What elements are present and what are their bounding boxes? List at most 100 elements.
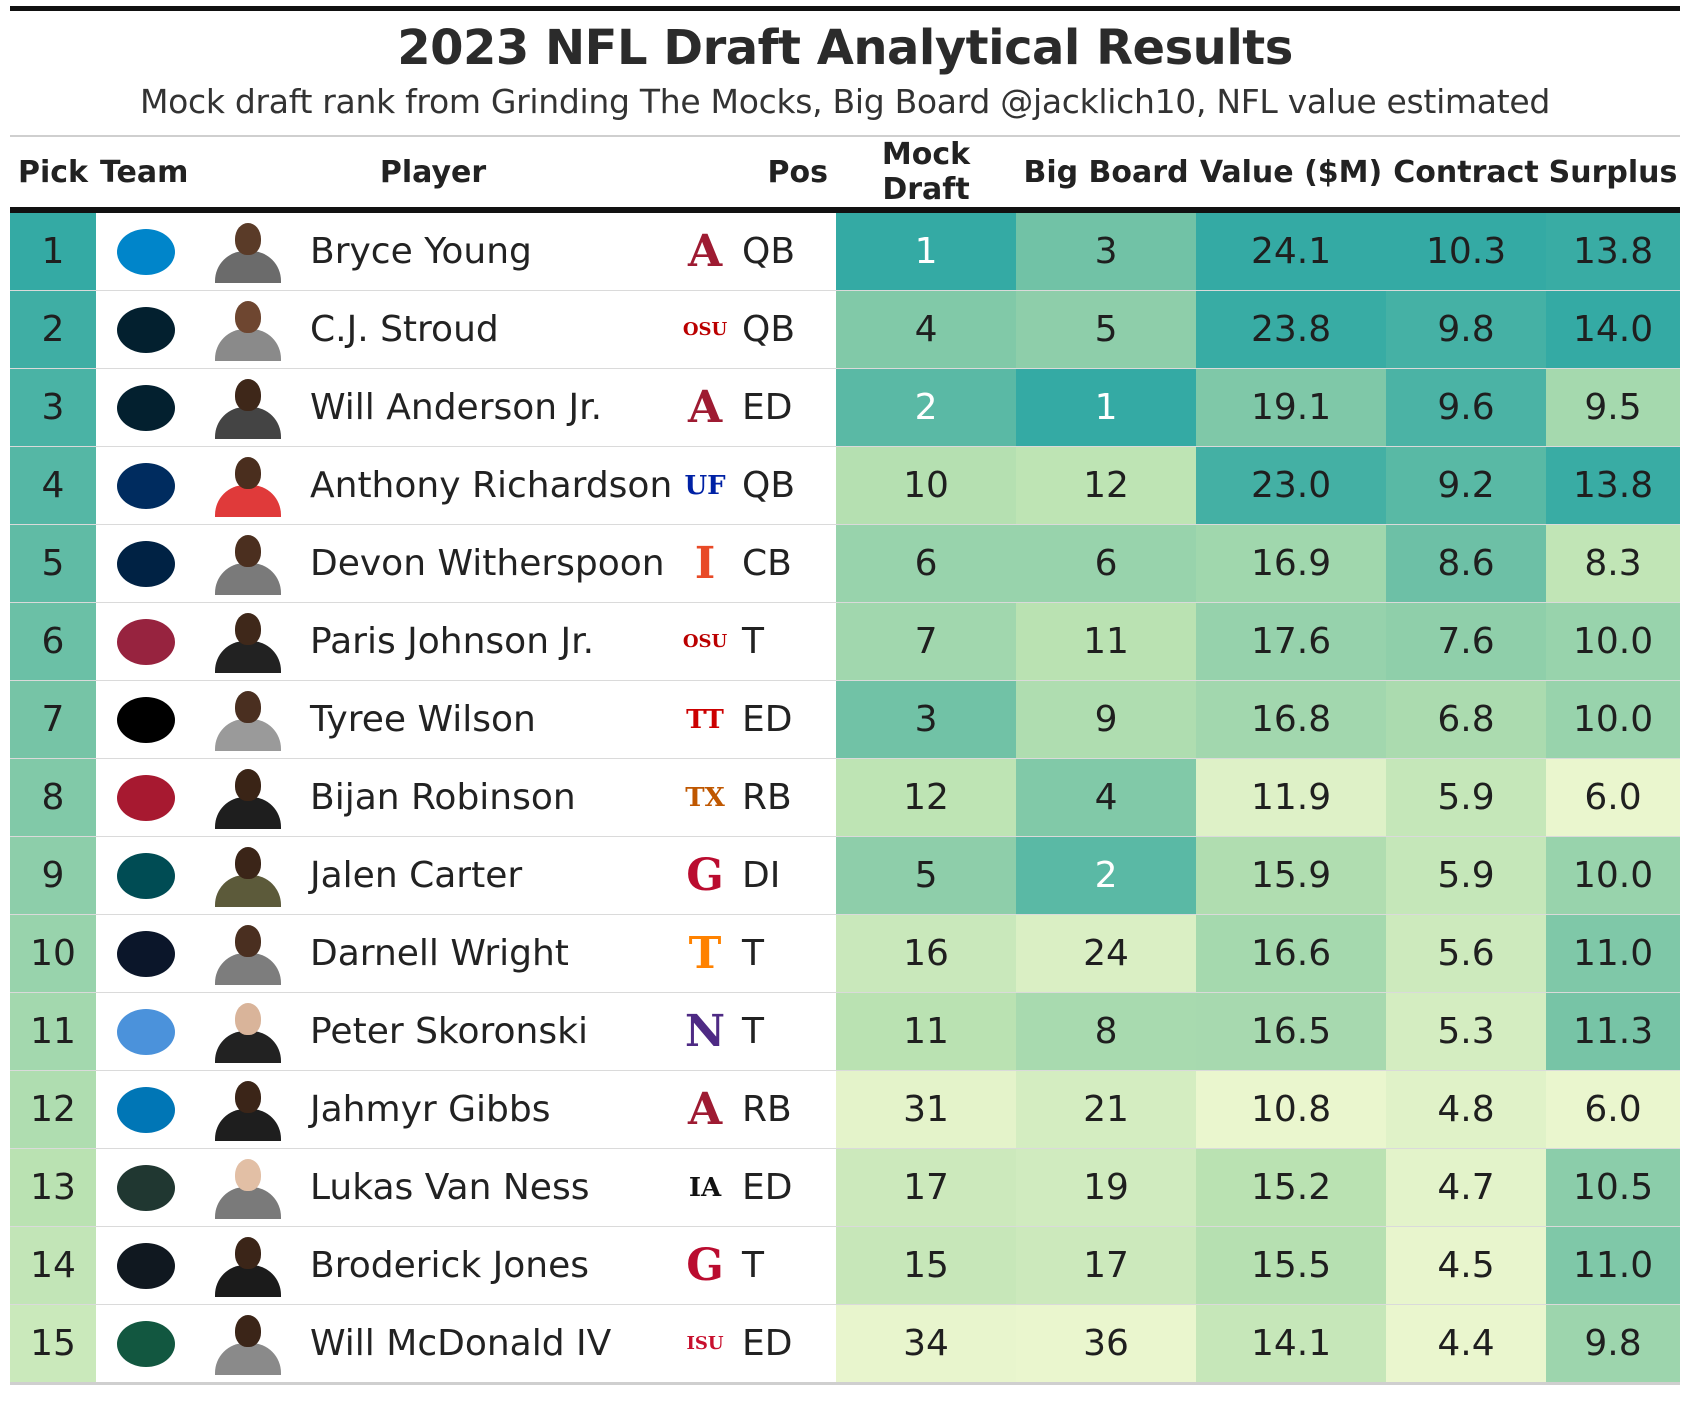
position-cell: QB xyxy=(740,290,837,369)
position-cell: QB xyxy=(740,209,837,291)
table-row: 11 Peter Skoronski N T 11 8 16.5 5.3 11.3 xyxy=(10,992,1681,1071)
team-cell xyxy=(96,602,196,681)
pick-number: 8 xyxy=(41,777,65,818)
team-cell xyxy=(96,836,196,915)
team-cell xyxy=(96,1304,196,1385)
pick-cell: 14 xyxy=(10,1226,96,1305)
photo-cell xyxy=(196,914,300,993)
mock-draft-cell: 5 xyxy=(836,836,1017,915)
position-cell: RB xyxy=(740,758,837,837)
contract-cell: 4.8 xyxy=(1386,1070,1547,1149)
header-team: Team xyxy=(100,154,189,190)
contract-cell: 4.5 xyxy=(1386,1226,1547,1305)
player-headshot xyxy=(213,221,283,283)
position-cell: ED xyxy=(740,1148,837,1227)
photo-cell xyxy=(196,368,300,447)
georgia-logo-icon: G xyxy=(686,849,724,901)
table-header-row: Pick Team Player Pos Mock Draft Big Boar… xyxy=(10,137,1681,210)
pick-number: 13 xyxy=(30,1167,76,1208)
player-headshot xyxy=(213,299,283,361)
surplus-cell: 10.0 xyxy=(1546,602,1681,681)
mock-draft-cell: 17 xyxy=(836,1148,1017,1227)
jets-logo-icon xyxy=(117,1320,175,1367)
position-cell: CB xyxy=(740,524,837,603)
pick-cell: 11 xyxy=(10,992,96,1071)
pick-number: 6 xyxy=(41,621,65,662)
table-row: 1 Bryce Young A QB 1 3 24.1 10.3 13.8 xyxy=(10,209,1681,291)
surplus-cell: 10.5 xyxy=(1546,1148,1681,1227)
position-cell: T xyxy=(740,602,837,681)
big-board-cell: 36 xyxy=(1016,1304,1197,1385)
player-headshot xyxy=(213,689,283,751)
big-board-cell: 17 xyxy=(1016,1226,1197,1305)
player-headshot xyxy=(213,845,283,907)
position-cell: ED xyxy=(740,680,837,759)
table-row: 8 Bijan Robinson TX RB 12 4 11.9 5.9 6.0 xyxy=(10,758,1681,837)
mock-draft-cell: 34 xyxy=(836,1304,1017,1385)
pick-number: 2 xyxy=(41,309,65,350)
contract-cell: 4.7 xyxy=(1386,1148,1547,1227)
pick-number: 15 xyxy=(30,1323,76,1364)
photo-cell xyxy=(196,1070,300,1149)
florida-logo-icon: UF xyxy=(684,470,726,501)
mock-draft-cell: 11 xyxy=(836,992,1017,1071)
big-board-cell: 5 xyxy=(1016,290,1197,369)
contract-cell: 5.9 xyxy=(1386,758,1547,837)
contract-cell: 6.8 xyxy=(1386,680,1547,759)
college-cell: A xyxy=(670,209,741,291)
pick-cell: 15 xyxy=(10,1304,96,1385)
college-cell: UF xyxy=(670,446,741,525)
draft-table: Pick Team Player Pos Mock Draft Big Boar… xyxy=(10,137,1681,1385)
big-board-cell: 6 xyxy=(1016,524,1197,603)
team-cell xyxy=(96,368,196,447)
big-board-cell: 3 xyxy=(1016,209,1197,291)
college-cell: ISU xyxy=(670,1304,741,1385)
page-subtitle: Mock draft rank from Grinding The Mocks,… xyxy=(139,82,1550,121)
header-mock-draft: Mock Draft xyxy=(881,137,971,207)
contract-cell: 5.9 xyxy=(1386,836,1547,915)
college-cell: I xyxy=(670,524,741,603)
header-pick: Pick xyxy=(17,154,88,190)
surplus-cell: 6.0 xyxy=(1546,758,1681,837)
player-headshot xyxy=(213,767,283,829)
value-cell: 24.1 xyxy=(1196,209,1387,291)
position-cell: T xyxy=(740,1226,837,1305)
eagles-logo-icon xyxy=(117,852,175,899)
texas-tech-logo-icon: TT xyxy=(686,704,724,735)
mock-draft-cell: 6 xyxy=(836,524,1017,603)
pick-cell: 5 xyxy=(10,524,96,603)
position-cell: RB xyxy=(740,1070,837,1149)
iowa-state-logo-icon: ISU xyxy=(686,1332,724,1354)
table-row: 10 Darnell Wright T T 16 24 16.6 5.6 11.0 xyxy=(10,914,1681,993)
player-name: C.J. Stroud xyxy=(300,290,671,369)
header-contract: Contract xyxy=(1393,154,1539,190)
team-cell xyxy=(96,446,196,525)
ohio-state-logo-icon: OSU xyxy=(682,318,728,340)
table-row: 15 Will McDonald IV ISU ED 34 36 14.1 4.4 9.8 xyxy=(10,1304,1681,1385)
table-row: 13 Lukas Van Ness IA ED 17 19 15.2 4.7 10.5 xyxy=(10,1148,1681,1227)
surplus-cell: 10.0 xyxy=(1546,836,1681,915)
value-cell: 23.8 xyxy=(1196,290,1387,369)
photo-cell xyxy=(196,209,300,291)
mock-draft-cell: 16 xyxy=(836,914,1017,993)
position-cell: QB xyxy=(740,446,837,525)
titans-logo-icon xyxy=(117,1008,175,1055)
pick-cell: 9 xyxy=(10,836,96,915)
surplus-cell: 11.0 xyxy=(1546,1226,1681,1305)
ohio-state-logo-icon: OSU xyxy=(682,630,728,652)
surplus-cell: 6.0 xyxy=(1546,1070,1681,1149)
surplus-cell: 11.0 xyxy=(1546,914,1681,993)
iowa-logo-icon: IA xyxy=(688,1172,722,1203)
pick-number: 7 xyxy=(41,699,65,740)
player-name: Broderick Jones xyxy=(300,1226,671,1305)
value-cell: 14.1 xyxy=(1196,1304,1387,1385)
pick-cell: 4 xyxy=(10,446,96,525)
big-board-cell: 2 xyxy=(1016,836,1197,915)
college-cell: A xyxy=(670,1070,741,1149)
college-cell: OSU xyxy=(670,602,741,681)
big-board-cell: 12 xyxy=(1016,446,1197,525)
player-name: Will Anderson Jr. xyxy=(300,368,671,447)
header-big-board: Big Board xyxy=(1023,154,1189,190)
pick-cell: 1 xyxy=(10,209,96,291)
photo-cell xyxy=(196,680,300,759)
